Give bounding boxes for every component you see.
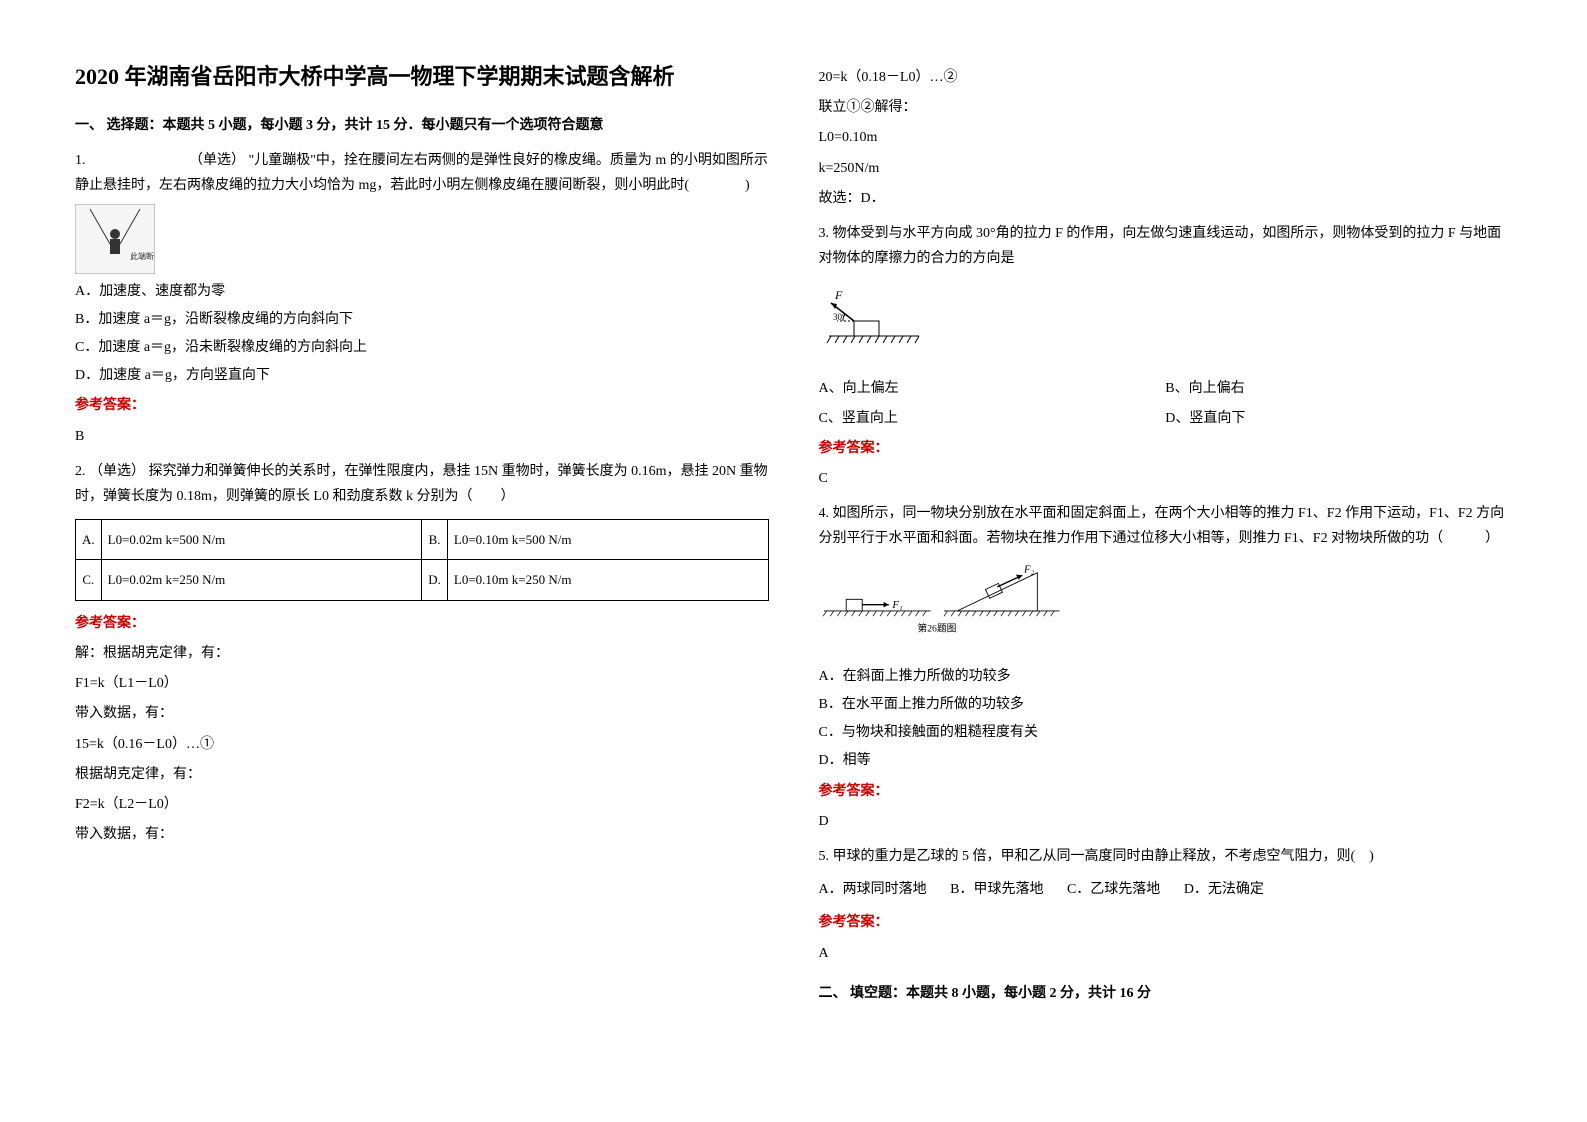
q4-choice-a: A．在斜面上推力所做的功较多 xyxy=(819,664,1513,689)
q2-sol-l9: 联立①②解得： xyxy=(819,95,1513,120)
section2-header: 二、 填空题：本题共 8 小题，每小题 2 分，共计 16 分 xyxy=(819,981,1513,1006)
q2-answer-label: 参考答案： xyxy=(75,611,769,636)
q5-prefix: 5. xyxy=(819,849,830,864)
q1-choice-b: B．加速度 a＝g，沿断裂橡皮绳的方向斜向下 xyxy=(75,307,769,332)
question-5: 5. 甲球的重力是乙球的 5 倍，甲和乙从同一高度同时由静止释放，不考虑空气阻力… xyxy=(819,844,1513,966)
q5-answer: A xyxy=(819,941,1513,966)
q2-sol-l11: k=250N/m xyxy=(819,156,1513,181)
q4-choice-c: C．与物块和接触面的粗糙程度有关 xyxy=(819,720,1513,745)
question-2: 2. （单选） 探究弹力和弹簧伸长的关系时，在弹性限度内，悬挂 15N 重物时，… xyxy=(75,459,769,848)
incline-diagram: F₁ F₂ 第26题图 xyxy=(819,562,1069,642)
q2-sol-l1: 解：根据胡克定律，有： xyxy=(75,641,769,666)
q5-choice-b: B．甲球先落地 xyxy=(950,882,1043,897)
q1-choice-d: D．加速度 a＝g，方向竖直向下 xyxy=(75,363,769,388)
q1-answer-label: 参考答案： xyxy=(75,393,769,418)
q4-prefix: 4. xyxy=(819,506,830,521)
q2-sol-l8: 20=k（0.18－L0）…② xyxy=(819,65,1513,90)
question-4: 4. 如图所示，同一物块分别放在水平面和固定斜面上，在两个大小相等的推力 F1、… xyxy=(819,501,1513,834)
q2-text: 探究弹力和弹簧伸长的关系时，在弹性限度内，悬挂 15N 重物时，弹簧长度为 0.… xyxy=(75,464,768,504)
q2-sol-l6: F2=k（L2－L0） xyxy=(75,792,769,817)
q2-opt-d-label: D. xyxy=(422,560,448,600)
q4-choice-d: D．相等 xyxy=(819,748,1513,773)
q2-sol-l3: 带入数据，有： xyxy=(75,701,769,726)
q2-opt-c: L0=0.02m k=250 N/m xyxy=(101,560,422,600)
q5-choice-a: A．两球同时落地 xyxy=(819,882,927,897)
svg-text:30°: 30° xyxy=(833,312,846,322)
q3-text: 物体受到与水平方向成 30°角的拉力 F 的作用，向左做匀速直线运动，如图所示，… xyxy=(819,226,1502,266)
q4-choice-b: B．在水平面上推力所做的功较多 xyxy=(819,692,1513,717)
q3-answer: C xyxy=(819,466,1513,491)
force-diagram: F 30° xyxy=(819,281,929,351)
svg-text:F₁: F₁ xyxy=(891,600,902,611)
q4-text: 如图所示，同一物块分别放在水平面和固定斜面上，在两个大小相等的推力 F1、F2 … xyxy=(819,506,1505,546)
q2-opt-c-label: C. xyxy=(76,560,102,600)
q3-choice-b: B、向上偏右 xyxy=(1165,376,1512,401)
q5-choice-c: C．乙球先落地 xyxy=(1067,882,1160,897)
q2-opt-b-label: B. xyxy=(422,520,448,560)
svg-text:此端断裂: 此端断裂 xyxy=(130,251,155,261)
q1-answer: B xyxy=(75,424,769,449)
q5-choice-d: D．无法确定 xyxy=(1184,882,1264,897)
q1-prefix: 1. xyxy=(75,153,86,168)
q1-label: （单选） xyxy=(189,153,245,168)
q2-opt-b: L0=0.10m k=500 N/m xyxy=(447,520,768,560)
exam-title: 2020 年湖南省岳阳市大桥中学高一物理下学期期末试题含解析 xyxy=(75,60,769,93)
section1-header: 一、 选择题：本题共 5 小题，每小题 3 分，共计 15 分．每小题只有一个选… xyxy=(75,113,769,138)
q2-prefix: 2. xyxy=(75,464,86,479)
q1-choice-c: C．加速度 a＝g，沿未断裂橡皮绳的方向斜向上 xyxy=(75,335,769,360)
question-3: 3. 物体受到与水平方向成 30°角的拉力 F 的作用，向左做匀速直线运动，如图… xyxy=(819,221,1513,491)
q3-choice-c: C、竖直向上 xyxy=(819,406,1166,431)
q1-text: "儿童蹦极"中，拴在腰间左右两侧的是弹性良好的橡皮绳。质量为 m 的小明如图所示… xyxy=(75,153,768,193)
question-1: 1. （单选） "儿童蹦极"中，拴在腰间左右两侧的是弹性良好的橡皮绳。质量为 m… xyxy=(75,148,769,449)
q4-answer: D xyxy=(819,809,1513,834)
q4-caption: 第26题图 xyxy=(917,621,956,634)
q3-choice-d: D、竖直向下 xyxy=(1165,406,1512,431)
q1-choice-a: A．加速度、速度都为零 xyxy=(75,279,769,304)
q2-opt-d: L0=0.10m k=250 N/m xyxy=(447,560,768,600)
q3-prefix: 3. xyxy=(819,226,830,241)
q2-sol-l7: 带入数据，有： xyxy=(75,822,769,847)
q2-sol-l4: 15=k（0.16－L0）…① xyxy=(75,732,769,757)
q5-answer-label: 参考答案： xyxy=(819,910,1513,935)
bungee-diagram: 此端断裂 xyxy=(75,204,155,274)
svg-text:F₂: F₂ xyxy=(1023,564,1035,575)
q2-sol-l10: L0=0.10m xyxy=(819,125,1513,150)
q2-sol-l12: 故选：D． xyxy=(819,186,1513,211)
q3-choice-a: A、向上偏左 xyxy=(819,376,1166,401)
q2-opt-a: L0=0.02m k=500 N/m xyxy=(101,520,422,560)
q5-text: 甲球的重力是乙球的 5 倍，甲和乙从同一高度同时由静止释放，不考虑空气阻力，则(… xyxy=(833,849,1374,864)
q4-answer-label: 参考答案： xyxy=(819,779,1513,804)
q2-options-table: A. L0=0.02m k=500 N/m B. L0=0.10m k=500 … xyxy=(75,519,769,601)
q2-opt-a-label: A. xyxy=(76,520,102,560)
q2-label: （单选） xyxy=(89,464,145,479)
q2-sol-l2: F1=k（L1－L0） xyxy=(75,671,769,696)
q2-sol-l5: 根据胡克定律，有： xyxy=(75,762,769,787)
svg-text:F: F xyxy=(834,288,843,302)
q3-answer-label: 参考答案： xyxy=(819,436,1513,461)
